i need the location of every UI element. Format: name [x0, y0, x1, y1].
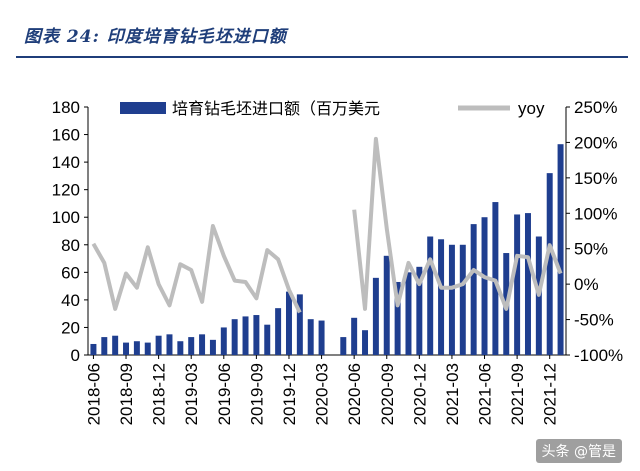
bar	[307, 319, 314, 355]
legend-bar-label: 培育钻毛坯进口额（百万美元	[172, 99, 380, 118]
bar	[123, 342, 130, 355]
y-left-tick-label: 180	[52, 98, 80, 117]
x-tick-label: 2018-09	[117, 363, 136, 425]
yoy-line	[91, 224, 302, 314]
bar	[296, 294, 303, 355]
x-tick-label: 2018-06	[84, 363, 103, 425]
legend-line-label: yoy	[518, 99, 545, 118]
bar	[557, 144, 564, 355]
y-right-tick-label: 150%	[574, 169, 617, 188]
bar	[394, 281, 401, 355]
bar	[416, 266, 423, 355]
bar	[362, 330, 369, 355]
bar	[427, 236, 434, 355]
bar	[253, 315, 260, 355]
bar	[242, 316, 249, 355]
y-left-tick-label: 20	[61, 318, 80, 337]
x-tick-label: 2021-06	[476, 363, 495, 425]
bar	[470, 224, 477, 355]
bar	[524, 213, 531, 355]
bar	[220, 327, 227, 355]
yoy-line	[352, 136, 563, 311]
bar	[188, 337, 195, 355]
x-tick-label: 2019-09	[247, 363, 266, 425]
x-tick-label: 2020-06	[345, 363, 364, 425]
x-tick-label: 2020-12	[410, 363, 429, 425]
bar	[209, 339, 216, 355]
bar	[155, 335, 162, 355]
bar	[372, 277, 379, 355]
x-tick-label: 2021-12	[541, 363, 560, 425]
y-right-tick-label: -100%	[574, 346, 623, 365]
bar	[340, 337, 347, 355]
bar	[351, 317, 358, 355]
y-left-tick-label: 140	[52, 153, 80, 172]
y-left-tick-label: 100	[52, 208, 80, 227]
bar	[459, 244, 466, 355]
bar	[112, 335, 119, 355]
figure-title: 图表 24: 印度培育钻毛坯进口额	[24, 27, 287, 47]
y-left-tick-label: 0	[71, 346, 80, 365]
y-right-tick-label: 0%	[574, 275, 599, 294]
bar	[275, 308, 282, 355]
x-tick-label: 2020-03	[313, 363, 332, 425]
x-tick-label: 2021-03	[443, 363, 462, 425]
legend-bar-swatch	[120, 102, 166, 114]
watermark: 头条 @管是	[535, 439, 622, 463]
x-tick-label: 2019-06	[215, 363, 234, 425]
y-left-tick-label: 60	[61, 263, 80, 282]
x-tick-label: 2019-12	[280, 363, 299, 425]
title-rule	[16, 56, 628, 58]
bar	[90, 343, 97, 355]
y-right-tick-label: 100%	[574, 204, 617, 223]
bar	[144, 342, 151, 355]
bar	[133, 341, 140, 355]
bar	[199, 334, 206, 355]
y-right-tick-label: 200%	[574, 133, 617, 152]
bar	[318, 320, 325, 355]
bar	[383, 255, 390, 355]
bar	[166, 334, 173, 355]
bar	[101, 337, 108, 355]
x-tick-label: 2018-12	[150, 363, 169, 425]
bar	[285, 291, 292, 355]
bar	[514, 214, 521, 355]
bar	[231, 319, 238, 355]
bar	[481, 217, 488, 355]
y-right-tick-label: -50%	[574, 311, 614, 330]
bar	[405, 272, 412, 355]
bar	[546, 173, 553, 355]
x-tick-label: 2019-03	[182, 363, 201, 425]
y-right-tick-label: 50%	[574, 240, 608, 259]
x-tick-label: 2021-09	[508, 363, 527, 425]
bar	[264, 324, 271, 355]
y-left-tick-label: 40	[61, 291, 80, 310]
bar	[177, 341, 184, 355]
y-right-tick-label: 250%	[574, 98, 617, 117]
y-left-tick-label: 160	[52, 126, 80, 145]
bar	[438, 239, 445, 355]
y-left-tick-label: 120	[52, 181, 80, 200]
bar	[448, 244, 455, 355]
x-tick-label: 2020-09	[378, 363, 397, 425]
y-left-tick-label: 80	[61, 236, 80, 255]
